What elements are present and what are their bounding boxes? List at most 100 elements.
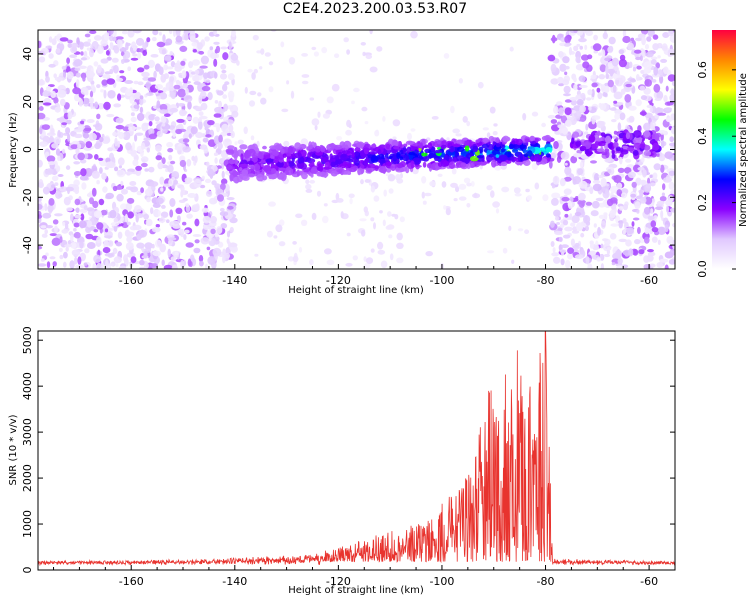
heatmap-cell xyxy=(466,203,471,208)
heatmap-cell xyxy=(79,240,84,249)
heatmap-cell xyxy=(251,72,256,80)
heatmap-cell xyxy=(633,130,642,138)
heatmap-cell xyxy=(191,42,198,47)
heatmap-cell xyxy=(640,95,648,101)
heatmap-cell xyxy=(605,73,609,80)
heatmap-cell xyxy=(336,136,343,141)
heatmap-cell xyxy=(650,59,657,65)
heatmap-cell xyxy=(115,125,125,130)
heatmap-cell xyxy=(363,206,368,213)
heatmap-cell xyxy=(522,148,527,154)
heatmap-cell xyxy=(148,121,153,127)
heatmap-cell xyxy=(592,245,600,251)
heatmap-cell xyxy=(547,114,556,119)
heatmap-cell xyxy=(598,214,606,219)
heatmap-cell xyxy=(128,123,134,127)
heatmap-cell xyxy=(253,163,261,172)
heatmap-cell xyxy=(351,150,355,158)
heatmap-cell xyxy=(618,58,628,68)
heatmap-cell xyxy=(369,151,378,155)
heatmap-cell xyxy=(379,158,386,164)
heatmap-cell xyxy=(370,185,376,193)
heatmap-cell xyxy=(664,264,669,269)
heatmap-cell xyxy=(220,46,228,50)
heatmap-cell xyxy=(570,222,576,227)
heatmap-cell xyxy=(117,157,125,166)
heatmap-cell xyxy=(273,235,278,239)
heatmap-cell xyxy=(182,58,187,62)
heatmap-cell xyxy=(199,65,208,69)
y-tick-label: 3000 xyxy=(21,418,34,446)
x-tick-label: -100 xyxy=(429,274,454,287)
heatmap-cell xyxy=(227,145,235,150)
heatmap-cell xyxy=(38,112,46,120)
heatmap-cell xyxy=(242,176,250,181)
heatmap-cell xyxy=(39,141,48,148)
heatmap-cell xyxy=(326,96,334,104)
heatmap-cell xyxy=(363,147,370,155)
heatmap-cell xyxy=(284,161,290,168)
heatmap-cell xyxy=(130,57,139,61)
spectrogram-y-label: Frequency (Hz) xyxy=(8,112,19,188)
heatmap-cell xyxy=(220,163,225,170)
heatmap-cell xyxy=(239,144,248,150)
heatmap-cell xyxy=(78,98,84,107)
heatmap-cell xyxy=(619,112,626,121)
heatmap-cell xyxy=(364,262,371,269)
heatmap-cell xyxy=(51,175,59,182)
heatmap-cell xyxy=(622,203,629,211)
heatmap-cell xyxy=(114,166,119,172)
heatmap-cell xyxy=(70,242,77,249)
heatmap-cell xyxy=(182,83,188,89)
heatmap-cell xyxy=(103,89,107,99)
heatmap-cell xyxy=(575,63,585,71)
heatmap-cell xyxy=(649,106,653,113)
heatmap-cell xyxy=(422,155,430,162)
heatmap-cell xyxy=(616,182,623,190)
heatmap-cell xyxy=(180,259,185,268)
heatmap-cell xyxy=(451,168,457,175)
heatmap-cell xyxy=(296,169,300,177)
heatmap-cell xyxy=(389,253,394,261)
heatmap-cell xyxy=(633,164,641,173)
heatmap-cell xyxy=(161,49,167,55)
heatmap-cell xyxy=(180,228,185,238)
heatmap-cell xyxy=(587,263,593,269)
spectrogram-y-ticks: -40 -20 0 20 40 xyxy=(21,47,675,254)
heatmap-cell xyxy=(146,37,151,43)
heatmap-cell xyxy=(650,220,657,228)
heatmap-cell xyxy=(215,45,221,54)
heatmap-cell xyxy=(613,100,618,104)
heatmap-cell xyxy=(70,234,74,243)
heatmap-cell xyxy=(157,90,164,94)
heatmap-cell xyxy=(86,207,95,212)
heatmap-cell xyxy=(149,181,159,187)
heatmap-cell xyxy=(644,79,652,87)
heatmap-cell xyxy=(236,174,243,183)
heatmap-cell xyxy=(340,211,344,219)
heatmap-cell xyxy=(339,166,343,174)
heatmap-cell xyxy=(556,76,564,84)
colorbar-gradient xyxy=(712,30,736,269)
heatmap-cell xyxy=(111,57,119,63)
heatmap-cell xyxy=(280,148,285,154)
heatmap-cell xyxy=(382,116,386,122)
heatmap-cell xyxy=(323,203,328,207)
heatmap-cell xyxy=(39,126,43,135)
heatmap-cell xyxy=(249,90,257,96)
spectrogram-heatmap xyxy=(38,30,675,269)
heatmap-cell xyxy=(655,153,661,157)
heatmap-cell xyxy=(378,153,385,161)
heatmap-cell xyxy=(495,208,500,214)
heatmap-cell xyxy=(639,85,646,91)
heatmap-cell xyxy=(385,161,392,167)
heatmap-cell xyxy=(94,101,99,109)
heatmap-cell xyxy=(84,91,89,96)
heatmap-cell xyxy=(221,123,229,133)
heatmap-cell xyxy=(288,161,295,167)
y-tick-label: 2000 xyxy=(21,464,34,492)
heatmap-cell xyxy=(49,256,56,260)
heatmap-cell xyxy=(621,192,627,199)
heatmap-cell xyxy=(604,148,610,152)
heatmap-cell xyxy=(391,139,399,148)
